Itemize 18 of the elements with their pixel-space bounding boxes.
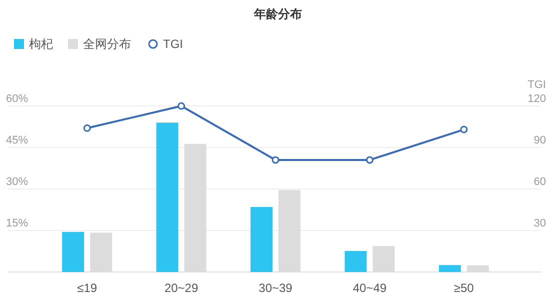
y-tick-label: 45% bbox=[6, 134, 28, 146]
legend-label: 全网分布 bbox=[83, 37, 131, 51]
y2-tick-label: 60 bbox=[534, 176, 546, 188]
x-tick-label: 40~49 bbox=[352, 281, 387, 295]
y2-tick-label: 120 bbox=[528, 93, 546, 105]
chart-title: 年龄分布 bbox=[253, 7, 302, 21]
x-tick-label: 30~39 bbox=[258, 281, 293, 295]
x-tick-label: ≥50 bbox=[454, 281, 474, 295]
y2-tick-label: 90 bbox=[534, 134, 546, 146]
legend-label: 枸杞 bbox=[29, 37, 53, 51]
y-tick-label: 30% bbox=[6, 176, 28, 188]
y-tick-label: 15% bbox=[6, 218, 28, 230]
y2-axis-title: TGI bbox=[528, 79, 546, 91]
y-tick-label: 60% bbox=[6, 93, 28, 105]
x-tick-label: ≤19 bbox=[77, 281, 98, 295]
x-tick-label: 20~29 bbox=[164, 281, 198, 295]
y2-tick-label: 30 bbox=[534, 218, 546, 230]
legend-label: TGI bbox=[163, 37, 183, 51]
